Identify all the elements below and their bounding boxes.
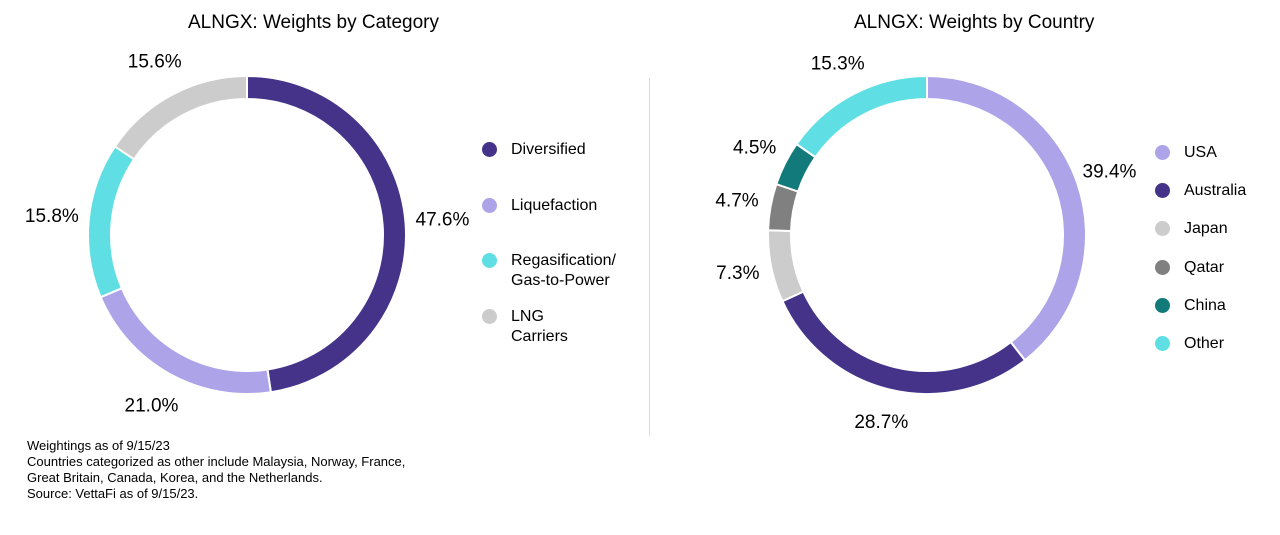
category-chart-panel: ALNGX: Weights by Category 47.6% 21.0% 15.…: [25, 12, 616, 417]
data-label-japan: 7.3%: [716, 263, 759, 284]
legend-swatch: [482, 198, 497, 213]
donut-slice-regasification-gas-to-power: [87, 145, 136, 299]
legend-swatch: [482, 309, 497, 324]
legend-swatch: [1155, 221, 1170, 236]
legend-swatch: [1155, 336, 1170, 351]
panel-divider: [649, 78, 650, 436]
data-label-qatar: 4.7%: [715, 190, 758, 211]
country-chart-panel: ALNGX: Weights by Country 39.4% 28.7% 7.3%…: [640, 0, 1280, 535]
donut-slice-lng-carriers: [113, 74, 248, 161]
legend-label: LNG Carriers: [511, 308, 568, 345]
data-label-liquefaction: 21.0%: [125, 396, 179, 417]
legend-swatch: [1155, 298, 1170, 313]
legend-swatch: [482, 253, 497, 268]
footnote-line: Source: VettaFi as of 9/15/23.: [27, 486, 199, 501]
donut-slice-diversified: [246, 74, 407, 394]
legend-item-australia: Australia: [1155, 181, 1246, 201]
footnotes: Weightings as of 9/15/23 Countries categ…: [27, 438, 405, 502]
footnote-line: Great Britain, Canada, Korea, and the Ne…: [27, 470, 323, 485]
legend-swatch: [1155, 145, 1170, 160]
data-label-regasification-gas-to-power: 15.8%: [25, 206, 79, 227]
donut-slice-qatar: [767, 182, 800, 232]
legend-item-japan: Japan: [1155, 219, 1228, 239]
donut-slice-liquefaction: [99, 286, 273, 395]
donut-slice-other: [795, 74, 928, 159]
country-donut-chart: 39.4% 28.7% 7.3% 4.7% 4.5% 15.3%: [715, 53, 1137, 433]
legend-item-china: China: [1155, 296, 1226, 316]
data-label-usa: 39.4%: [1083, 162, 1137, 183]
data-label-diversified: 47.6%: [416, 210, 470, 231]
legend-label: Other: [1184, 335, 1225, 352]
donut-slice-usa: [926, 74, 1087, 362]
category-chart-title: ALNGX: Weights by Category: [188, 12, 439, 33]
footnote-line: Countries categorized as other include M…: [27, 454, 406, 469]
footnote-line: Weightings as of 9/15/23: [27, 438, 170, 453]
legend-swatch: [1155, 183, 1170, 198]
data-label-australia: 28.7%: [854, 412, 908, 433]
legend-label: USA: [1184, 144, 1217, 161]
category-donut-chart: 47.6% 21.0% 15.8% 15.6%: [25, 52, 470, 417]
legend-item-qatar: Qatar: [1155, 258, 1224, 278]
legend-item-usa: USA: [1155, 143, 1217, 163]
legend-swatch: [482, 142, 497, 157]
legend-label: Japan: [1184, 220, 1228, 237]
donut-slice-australia: [781, 290, 1027, 395]
legend-label: Regasification/ Gas-to-Power: [511, 252, 616, 289]
legend-label: Liquefaction: [511, 197, 598, 214]
legend-item-other: Other: [1155, 334, 1224, 354]
donut-slice-japan: [767, 229, 805, 303]
legend-label: China: [1184, 297, 1226, 314]
legend-item-regasification-gas-to-power: Regasification/ Gas-to-Power: [482, 251, 616, 291]
data-label-china: 4.5%: [733, 138, 776, 159]
data-label-other: 15.3%: [811, 53, 865, 74]
legend-label: Diversified: [511, 141, 586, 158]
data-label-lng-carriers: 15.6%: [128, 52, 182, 73]
legend-swatch: [1155, 260, 1170, 275]
legend-item-lng-carriers: LNG Carriers: [482, 307, 568, 347]
legend-label: Australia: [1184, 182, 1247, 199]
country-chart-title: ALNGX: Weights by Country: [854, 12, 1095, 33]
legend-item-diversified: Diversified: [482, 140, 586, 160]
legend-label: Qatar: [1184, 259, 1225, 276]
legend-item-liquefaction: Liquefaction: [482, 196, 597, 216]
